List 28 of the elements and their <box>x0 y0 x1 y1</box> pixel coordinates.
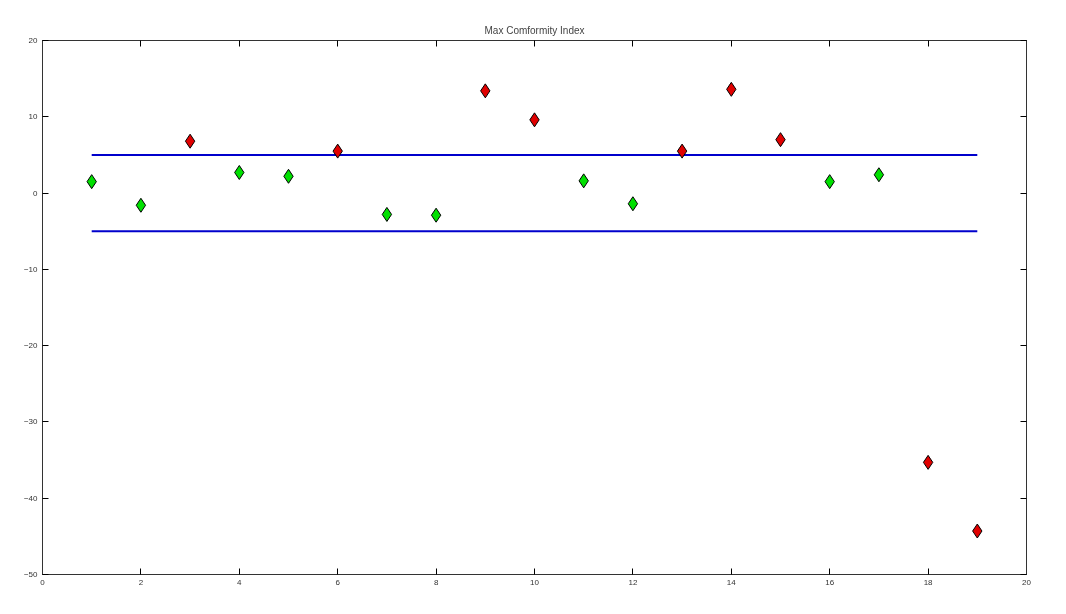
point <box>922 454 934 470</box>
x-tick-label: 4 <box>237 577 243 587</box>
y-tick-label: −30 <box>23 417 39 427</box>
x-tick-label: 0 <box>40 577 46 587</box>
point <box>430 207 442 223</box>
x-tick-label: 2 <box>138 577 144 587</box>
point <box>873 167 885 183</box>
x-tick-label: 12 <box>628 577 638 587</box>
x-tick-label: 20 <box>1022 577 1032 587</box>
y-tick-label: 10 <box>28 112 39 122</box>
y-tick-label: −10 <box>23 264 39 274</box>
point <box>381 206 393 222</box>
point <box>184 133 196 149</box>
x-tick-label: 16 <box>825 577 835 587</box>
y-tick-label: −20 <box>23 341 39 351</box>
y-tick-label: 20 <box>28 36 39 45</box>
point <box>627 196 639 212</box>
x-tick-label: 18 <box>923 577 934 587</box>
x-tick-label: 8 <box>433 577 439 587</box>
y-tick-label: −50 <box>23 570 39 579</box>
chart-title: Max Comformity Index <box>484 24 585 36</box>
x-tick-label: 10 <box>530 577 540 587</box>
point <box>135 197 147 213</box>
x-tick-label: 6 <box>335 577 341 587</box>
point <box>676 143 688 159</box>
y-tick-label: −40 <box>23 493 39 503</box>
x-tick-label: 14 <box>726 577 737 587</box>
y-tick-label: 0 <box>33 188 39 198</box>
